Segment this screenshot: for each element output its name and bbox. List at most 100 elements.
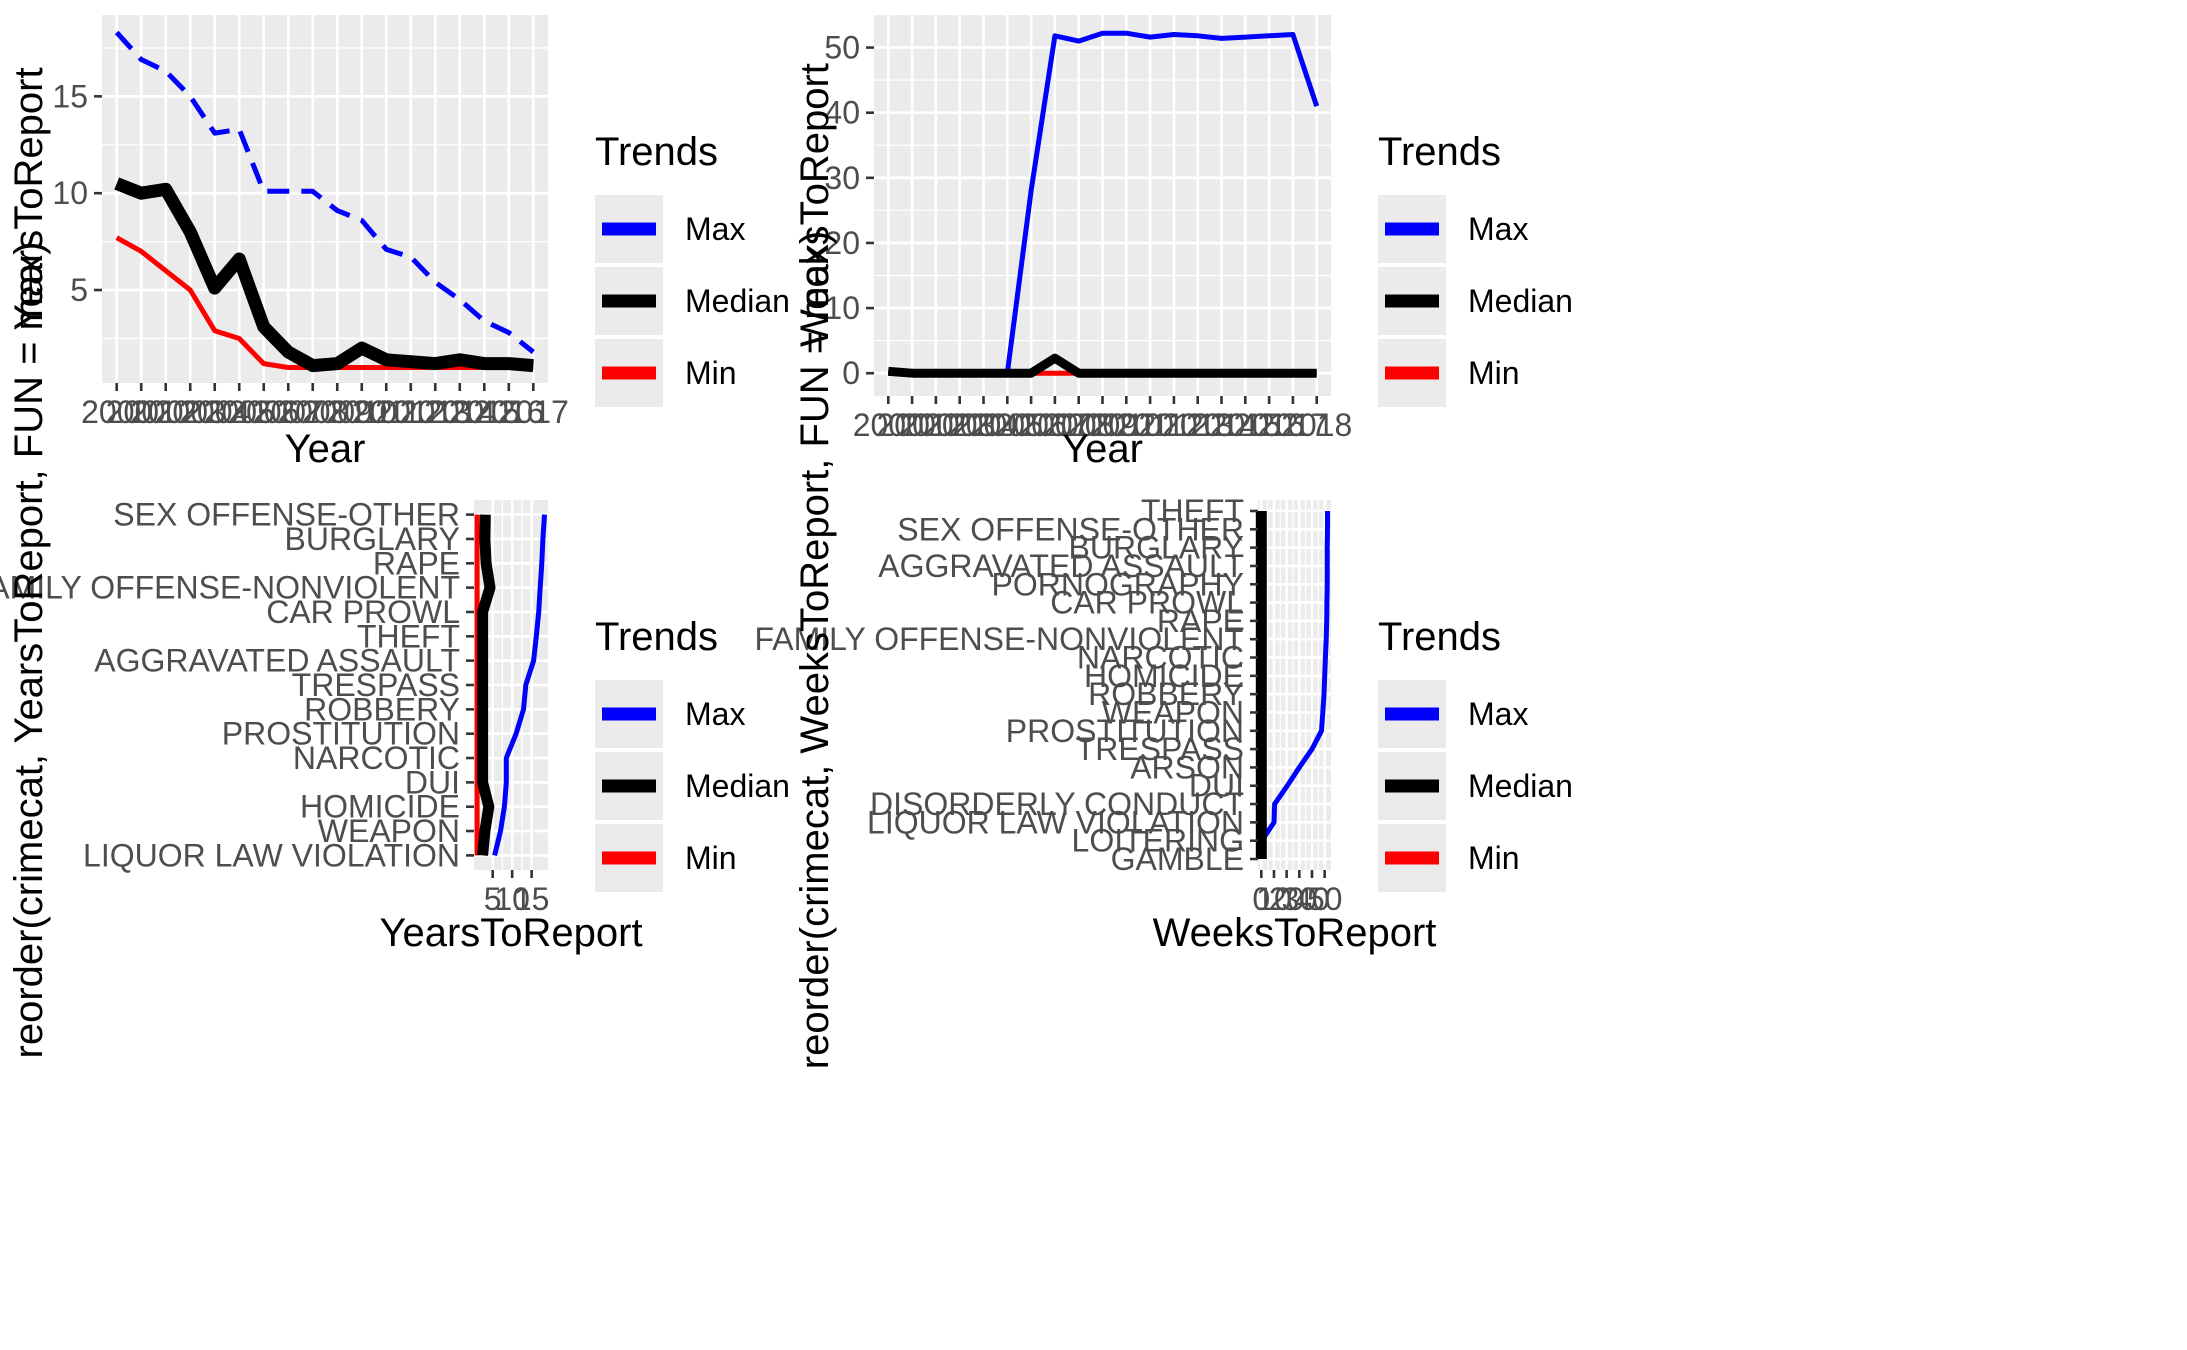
x-tick-label: 2011 xyxy=(352,394,421,430)
x-tick-label: 2001 xyxy=(106,394,177,430)
chart-years-by-year: 5 10 15 20002001200220032004200520062007200… xyxy=(7,15,569,471)
x-tick-label: 2003 xyxy=(924,407,995,443)
x-tick-label: 2000 xyxy=(853,407,924,443)
legend-label: Median xyxy=(1468,768,1573,804)
x-tick-label: 50 xyxy=(1307,881,1343,917)
y-tick-label: TRESPASS xyxy=(292,667,460,703)
y-tick-label: LIQUOR LAW VIOLATION xyxy=(83,837,460,873)
y-tick-label: DUI xyxy=(405,764,460,800)
y-tick-label: SEX OFFENSE-OTHER xyxy=(897,511,1244,547)
y-tick-label: PROSTITUTION xyxy=(1006,713,1244,749)
y-tick-label: FAMILY OFFENSE-NONVIOLENT xyxy=(754,621,1244,657)
x-tick-label: 2001 xyxy=(876,407,947,443)
y-tick-label: THEFT xyxy=(357,618,460,654)
y-tick-label: NARCOTIC xyxy=(293,740,460,776)
legend-label: Max xyxy=(1468,696,1528,732)
x-tick-label: 2015 xyxy=(1210,407,1281,443)
legend-label: Min xyxy=(1468,840,1520,876)
x-tick-label: 2007 xyxy=(253,394,324,430)
y-tick-label: 40 xyxy=(824,95,860,131)
legend-label: Max xyxy=(685,696,745,732)
y-tick-label: ROBBERY xyxy=(304,691,460,727)
series-line-median xyxy=(887,353,1317,378)
chart-weeks-by-year: 0102030405020002001200220032004200520062… xyxy=(793,15,1352,471)
legend-label: Min xyxy=(685,355,737,391)
x-tick-label: 2016 xyxy=(473,394,544,430)
x-axis-title: YearsToReport xyxy=(379,911,642,955)
y-tick-label: 50 xyxy=(824,30,860,66)
x-tick-label: 2005 xyxy=(972,407,1043,443)
x-tick-label: 0 xyxy=(1252,881,1270,917)
x-tick-label: 2014 xyxy=(424,394,495,430)
x-tick-label: 2008 xyxy=(277,394,348,430)
x-tick-label: 2016 xyxy=(1234,407,1305,443)
x-tick-label: 5 xyxy=(484,881,502,917)
x-tick-label: 30 xyxy=(1282,881,1318,917)
y-tick-label: 20 xyxy=(824,225,860,261)
y-tick-label: FAMILY OFFENSE-NONVIOLENT xyxy=(0,570,460,606)
x-tick-label: 2004 xyxy=(948,407,1019,443)
y-tick-label: SEX OFFENSE-OTHER xyxy=(113,497,460,533)
x-tick-label: 2000 xyxy=(81,394,152,430)
legend-title: Trends xyxy=(595,615,718,659)
y-tick-label: PORNOGRAPHY xyxy=(992,566,1244,602)
legend-bottom-left: Trends Max Median Min xyxy=(595,615,790,892)
y-axis-title: YearsToReport xyxy=(7,67,51,330)
x-tick-label: 2010 xyxy=(1091,407,1162,443)
x-tick-label: 2017 xyxy=(1257,407,1328,443)
y-tick-label: 30 xyxy=(824,160,860,196)
y-axis-title: WeeksToReport xyxy=(793,63,837,347)
y-tick-label: HOMICIDE xyxy=(300,789,460,825)
y-tick-label: ARSON xyxy=(1130,749,1244,785)
y-tick-label: CAR PROWL xyxy=(1050,585,1244,621)
legend-label: Min xyxy=(1468,355,1520,391)
x-tick-label: 2018 xyxy=(1281,407,1352,443)
x-tick-label: 2009 xyxy=(302,394,373,430)
series-line-median xyxy=(477,514,496,856)
panel-background xyxy=(1258,500,1331,870)
legend-bottom-right: Trends Max Median Min xyxy=(1378,615,1573,892)
x-tick-label: 20 xyxy=(1269,881,1305,917)
x-tick-label: 40 xyxy=(1294,881,1330,917)
y-tick-label: RAPE xyxy=(373,545,460,581)
x-tick-label: 2017 xyxy=(498,394,569,430)
legend-title: Trends xyxy=(1378,615,1501,659)
y-tick-label: WEAPON xyxy=(318,813,460,849)
x-tick-label: 2011 xyxy=(1116,407,1185,443)
y-tick-label: AGGRAVATED ASSAULT xyxy=(94,643,460,679)
x-tick-label: 2005 xyxy=(204,394,275,430)
legend-label: Median xyxy=(1468,283,1573,319)
y-tick-label: TRESPASS xyxy=(1076,731,1244,767)
y-tick-label: 10 xyxy=(52,175,88,211)
y-tick-label: DUI xyxy=(1189,768,1244,804)
y-tick-label: 5 xyxy=(70,272,88,308)
x-tick-label: 2006 xyxy=(228,394,299,430)
x-tick-label: 2003 xyxy=(155,394,226,430)
legend-label: Max xyxy=(685,211,745,247)
x-tick-label: 15 xyxy=(514,881,550,917)
y-tick-label: NARCOTIC xyxy=(1077,640,1244,676)
legend-label: Median xyxy=(685,768,790,804)
x-tick-label: 2004 xyxy=(179,394,250,430)
x-axis-title: WeeksToReport xyxy=(1153,911,1437,955)
y-tick-label: CAR PROWL xyxy=(266,594,460,630)
x-axis-title: Year xyxy=(1062,427,1143,471)
y-tick-label: THEFT xyxy=(1141,493,1244,529)
y-tick-label: 15 xyxy=(52,78,88,114)
x-tick-label: 10 xyxy=(1256,881,1292,917)
y-tick-label: RAPE xyxy=(1157,603,1244,639)
x-tick-label: 2012 xyxy=(375,394,446,430)
y-tick-label: 0 xyxy=(842,355,860,391)
legend-label: Max xyxy=(1468,211,1528,247)
y-axis-title: reorder(crimecat, WeeksToReport, FUN = m… xyxy=(793,231,837,1069)
legend-title: Trends xyxy=(1378,130,1501,174)
x-tick-label: 2008 xyxy=(1043,407,1114,443)
x-tick-label: 10 xyxy=(494,881,530,917)
x-tick-label: 2013 xyxy=(1162,407,1233,443)
x-tick-label: 2002 xyxy=(130,394,201,430)
legend-label: Median xyxy=(685,283,790,319)
series-line-median xyxy=(114,177,534,373)
x-tick-label: 2010 xyxy=(326,394,397,430)
y-tick-label: LIQUOR LAW VIOLATION xyxy=(867,804,1244,840)
